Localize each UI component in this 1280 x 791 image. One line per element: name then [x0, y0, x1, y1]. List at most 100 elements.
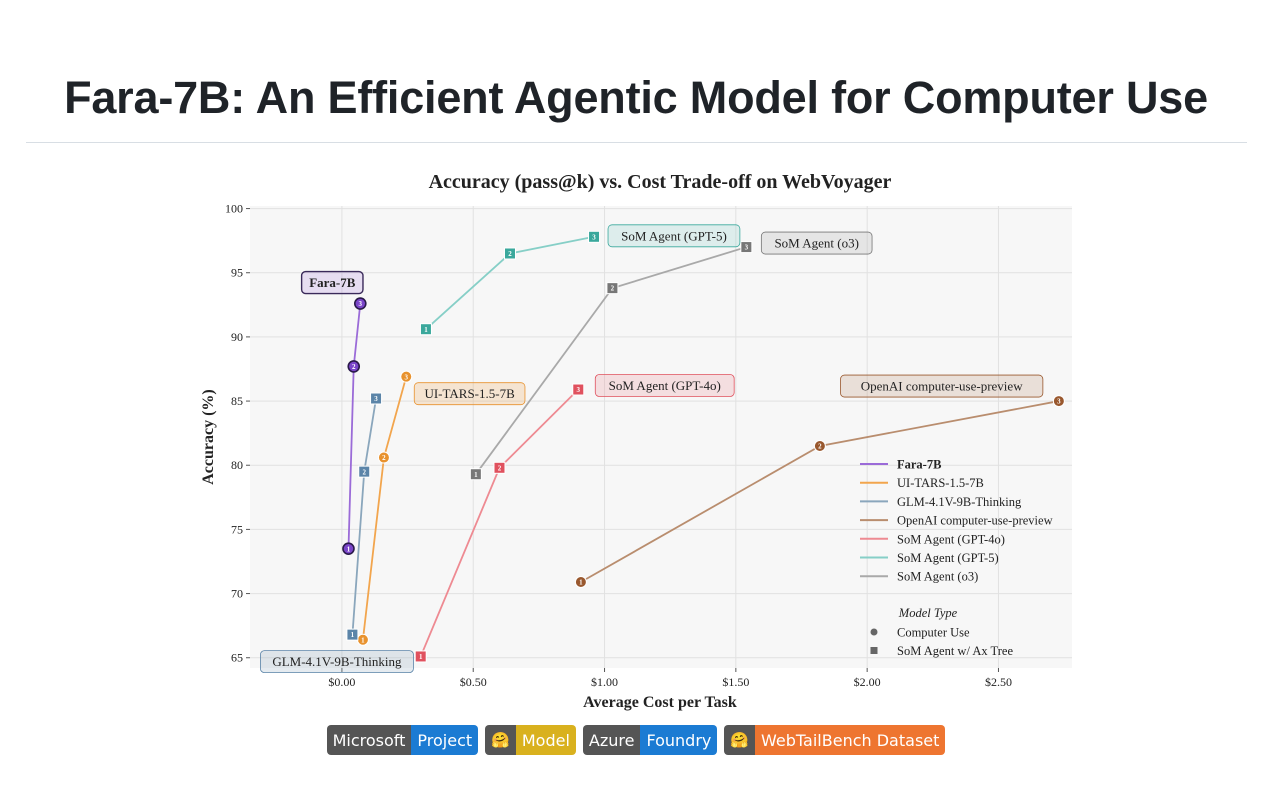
- data-point: 3: [354, 297, 367, 310]
- pass-k-label: 3: [577, 386, 581, 394]
- annotation-text: SoM Agent (GPT-5): [621, 228, 727, 243]
- hugging-face-icon: 🤗: [724, 725, 756, 755]
- data-point: 1: [469, 468, 482, 481]
- x-tick-label: $2.50: [985, 675, 1012, 689]
- y-axis-label: Accuracy (%): [200, 389, 217, 485]
- circle-marker: [1052, 395, 1065, 408]
- badge-right-label: WebTailBench Dataset: [755, 725, 946, 755]
- badge-right-label: Project: [411, 725, 479, 755]
- data-point: 1: [419, 323, 432, 336]
- legend-label: UI-TARS-1.5-7B: [897, 476, 984, 490]
- data-point: 1: [574, 576, 587, 589]
- square-marker: [740, 241, 753, 254]
- legend: Fara-7B UI-TARS-1.5-7B GLM-4.1V-9B-Thinkin…: [860, 458, 1053, 658]
- x-tick-label: $0.00: [328, 675, 355, 689]
- legend-circle-marker: [870, 628, 878, 636]
- badge-left-label: Microsoft: [326, 725, 412, 755]
- pass-k-label: 1: [419, 653, 423, 661]
- annotation-box: [840, 374, 1044, 398]
- pass-k-label: 3: [359, 300, 363, 308]
- legend-label: GLM-4.1V-9B-Thinking: [897, 495, 1022, 509]
- badge-right-label: Foundry: [640, 725, 718, 755]
- legend-label: Fara-7B: [897, 458, 941, 472]
- pass-k-label: 1: [351, 631, 355, 639]
- data-point: 2: [503, 247, 516, 260]
- pass-k-label: 2: [611, 285, 615, 293]
- data-point: 3: [1052, 395, 1065, 408]
- y-tick-label: 100: [225, 202, 243, 216]
- annotation-text: UI-TARS-1.5-7B: [424, 386, 515, 401]
- title-divider: [26, 142, 1247, 143]
- data-point: 2: [493, 461, 506, 474]
- pass-k-label: 3: [405, 373, 409, 381]
- azure-foundry-badge[interactable]: Azure Foundry: [582, 725, 718, 755]
- legend-label: SoM Agent (GPT-4o): [897, 532, 1005, 546]
- legend-label: Computer Use: [897, 626, 970, 640]
- data-point: 3: [370, 392, 383, 405]
- y-tick-label: 65: [231, 651, 243, 665]
- series-labels: Fara-7B UI-TARS-1.5-7B GLM-4.1V-9B-Thinkin…: [260, 224, 1044, 674]
- pass-k-label: 1: [347, 545, 351, 553]
- page-title: Fara-7B: An Efficient Agentic Model for …: [64, 72, 1208, 123]
- microsoft-project-badge[interactable]: Microsoft Project: [326, 725, 479, 755]
- y-tick-label: 90: [231, 330, 243, 344]
- pass-k-label: 2: [498, 464, 502, 472]
- annotation-box: [607, 224, 741, 248]
- annotation-text: OpenAI computer-use-preview: [861, 379, 1023, 394]
- series-annotation: Fara-7B: [300, 270, 364, 295]
- y-tick-label: 80: [231, 458, 243, 472]
- square-marker: [419, 323, 432, 336]
- data-point: 2: [347, 360, 361, 373]
- y-tick-label: 70: [231, 587, 243, 601]
- badge-row: Microsoft Project 🤗 Model Azure Foundry …: [0, 725, 1272, 755]
- square-marker: [493, 461, 506, 474]
- pass-k-label: 1: [424, 326, 428, 334]
- annotation-box: [413, 382, 526, 406]
- annotation-text: GLM-4.1V-9B-Thinking: [272, 654, 402, 669]
- data-point: 2: [606, 282, 619, 295]
- x-tick-label: $1.50: [722, 675, 749, 689]
- circle-marker: [813, 439, 826, 452]
- webtailbench-dataset-badge[interactable]: 🤗 WebTailBench Dataset: [724, 725, 946, 755]
- y-tick-label: 85: [231, 394, 243, 408]
- x-axis-label: Average Cost per Task: [583, 694, 737, 711]
- pass-k-label: 2: [352, 363, 356, 371]
- legend-label: SoM Agent (GPT-5): [897, 551, 999, 565]
- data-point: 3: [740, 241, 753, 254]
- data-point: 1: [342, 542, 355, 555]
- legend-label: OpenAI computer-use-preview: [897, 514, 1053, 528]
- data-point: 3: [572, 383, 585, 396]
- square-marker: [572, 383, 585, 396]
- badge-left-label: Azure: [582, 725, 641, 755]
- pass-k-label: 1: [474, 471, 478, 479]
- data-point: 1: [414, 650, 427, 663]
- annotation-box: [594, 374, 735, 397]
- data-point: 2: [358, 465, 371, 478]
- data-point: 3: [588, 230, 601, 243]
- data-point: 2: [377, 451, 390, 464]
- data-point: 2: [813, 439, 826, 452]
- circle-marker: [354, 297, 367, 310]
- pass-k-label: 2: [508, 250, 512, 258]
- badge-right-label: Model: [515, 725, 576, 755]
- chart-title: Accuracy (pass@k) vs. Cost Trade-off on …: [429, 171, 892, 193]
- square-marker: [414, 650, 427, 663]
- pass-k-label: 3: [374, 395, 378, 403]
- data-point: 3: [400, 370, 413, 383]
- legend-subtitle: Model Type: [898, 606, 958, 620]
- square-marker: [503, 247, 516, 260]
- model-badge[interactable]: 🤗 Model: [485, 725, 576, 755]
- series-annotation: OpenAI computer-use-preview: [840, 374, 1044, 398]
- x-tick-label: $2.00: [854, 675, 881, 689]
- circle-marker: [347, 360, 361, 373]
- x-tick-label: $1.00: [591, 675, 618, 689]
- annotation-text: SoM Agent (GPT-4o): [609, 378, 721, 393]
- square-marker: [346, 628, 359, 641]
- series-annotation: UI-TARS-1.5-7B: [413, 382, 526, 406]
- legend-label: SoM Agent (o3): [897, 570, 978, 584]
- square-marker: [358, 465, 371, 478]
- plot-area: [250, 206, 1072, 668]
- pass-k-label: 2: [818, 443, 822, 451]
- y-tick-label: 75: [231, 522, 243, 536]
- accuracy-cost-chart: Accuracy (pass@k) vs. Cost Trade-off on …: [200, 171, 1072, 711]
